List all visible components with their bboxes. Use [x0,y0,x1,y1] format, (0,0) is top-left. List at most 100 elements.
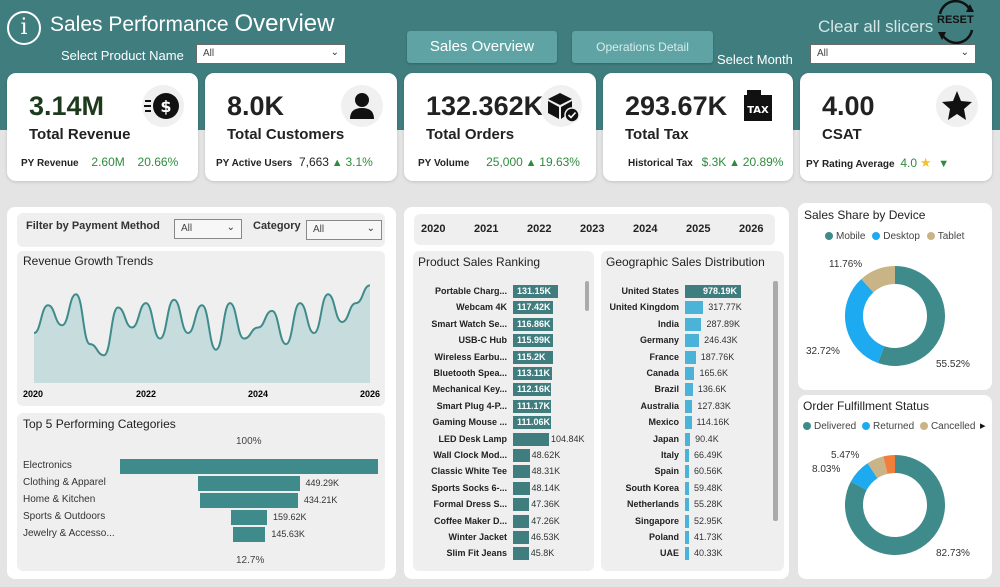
product-select-value: All [203,48,215,59]
category-value: 434.21K [303,495,338,505]
category-label: Jewelry & Accesso... [23,528,115,539]
kpi-sub-label: PY Revenue [21,158,79,169]
geo-title: Geographic Sales Distribution [606,255,765,269]
product-bar [513,465,530,479]
operations-detail-button[interactable]: Operations Detail [572,31,713,63]
geo-label: Canada [646,368,679,378]
geo-value: 60.56K [694,466,723,477]
kpi-sub: PY Volume 25,000 ▲ 19.63% [418,155,580,169]
donut-slice-desktop [845,279,885,364]
kpi-card-tax: 293.67K Total Tax TAX Historical Tax $.3… [603,73,793,181]
geo-bar [685,481,689,495]
fulfillment-title: Order Fulfillment Status [803,399,930,413]
kpi-card-customers: 8.0K Total Customers PY Active Users 7,6… [205,73,397,181]
kpi-delta: 3.1% [345,155,373,169]
category-bar [231,510,267,525]
kpi-label: CSAT [822,126,862,143]
funnel-top-pct: 100% [236,436,262,447]
product-bar [513,285,558,298]
device-legend: Mobile Desktop Tablet [825,231,964,242]
kpi-sub-value: $.3K [701,155,727,169]
product-value: 45.8K [530,548,555,559]
category-bar [200,493,298,508]
legend-mobile: Mobile [836,231,866,242]
kpi-value: 3.14M [29,91,105,121]
kpi-value: 8.0K [227,91,285,121]
chevron-down-icon: ⌄ [366,223,375,234]
product-select-label: Select Product Name [61,48,184,63]
geo-bar [685,514,689,528]
year-option-2021[interactable]: 2021 [474,223,499,235]
geo-label: UAE [659,548,679,559]
clear-slicers-button[interactable]: Clear all slicers [818,17,934,36]
reset-label: RESET [937,14,974,26]
month-select-value: All [817,48,829,59]
product-ranking-panel [413,251,594,571]
product-bar [513,514,530,528]
product-value: 115.2K [517,351,546,362]
info-icon[interactable]: i [7,11,41,45]
year-option-2026[interactable]: 2026 [739,223,764,235]
legend-next-icon[interactable]: ▸ [980,420,986,432]
geo-scrollbar[interactable] [773,281,778,521]
kpi-sub-label: PY Volume [418,158,470,169]
kpi-sub-value: 7,663 [298,155,329,169]
star-icon [936,85,978,127]
product-value: 115.99K [517,335,551,346]
legend-desktop: Desktop [883,231,920,242]
up-arrow-icon: ▲ [525,157,537,169]
product-ranking-title: Product Sales Ranking [418,255,541,269]
product-value: 104.84K [550,433,585,444]
product-bar [513,367,552,380]
category-label: Sports & Outdoors [23,511,106,522]
product-bar [513,498,530,512]
geo-bar [685,301,704,315]
month-select[interactable]: All ⌄ [810,44,976,64]
title-main: Overview [234,10,335,37]
product-value: 112.16K [517,384,551,395]
kpi-sub-value: 25,000 [486,155,523,169]
reset-icon[interactable]: RESET [932,0,980,45]
product-ranking-scrollbar[interactable] [585,281,589,311]
legend-dot-returned [862,422,871,431]
title-prefix: Sales Performance [50,13,229,36]
donut-slice-delivered [845,455,945,555]
year-option-2023[interactable]: 2023 [580,223,605,235]
category-filter-select[interactable]: All ⌄ [306,220,382,240]
category-value: 145.63K [271,529,305,539]
geo-value: 66.49K [694,450,723,460]
product-bar [513,481,530,495]
dollar-icon: $ [142,85,184,127]
year-option-2020[interactable]: 2020 [421,223,446,235]
box-icon [540,85,582,127]
category-filter-label: Category [253,220,301,232]
product-label: USB-C Hub [458,335,508,346]
product-label: Slim Fit Jeans [446,548,507,559]
geo-value: 287.89K [706,318,740,329]
product-bar [513,399,552,413]
year-option-2024[interactable]: 2024 [633,223,658,235]
payment-filter-select[interactable]: All ⌄ [174,219,242,239]
product-select[interactable]: All ⌄ [196,44,346,64]
product-bar [513,432,549,446]
geo-value: 41.73K [694,532,723,542]
geo-value: 55.28K [694,499,723,510]
kpi-card-revenue: 3.14M Total Revenue $ PY Revenue 2.60M 2… [7,73,198,181]
fulfillment-label-delivered: 82.73% [936,548,970,559]
geo-value: 246.43K [704,335,738,346]
sales-overview-button[interactable]: Sales Overview [407,31,557,63]
geo-label: Japan [652,433,679,444]
geo-label: South Korea [625,482,679,493]
product-label: Winter Jacket [448,532,507,542]
kpi-sub: PY Revenue 2.60M 20.66% [21,155,178,169]
product-label: Classic White Tee [431,466,507,477]
up-arrow-icon: ▲ [331,157,343,169]
page-title: Sales Performance Overview [50,10,334,38]
donut-slice-tablet [861,266,896,293]
year-option-2022[interactable]: 2022 [527,223,552,235]
star-rating-icon: ★ [919,155,932,170]
year-option-2025[interactable]: 2025 [686,223,711,235]
legend-dot-mobile [825,232,833,241]
top-categories-title: Top 5 Performing Categories [23,417,176,431]
